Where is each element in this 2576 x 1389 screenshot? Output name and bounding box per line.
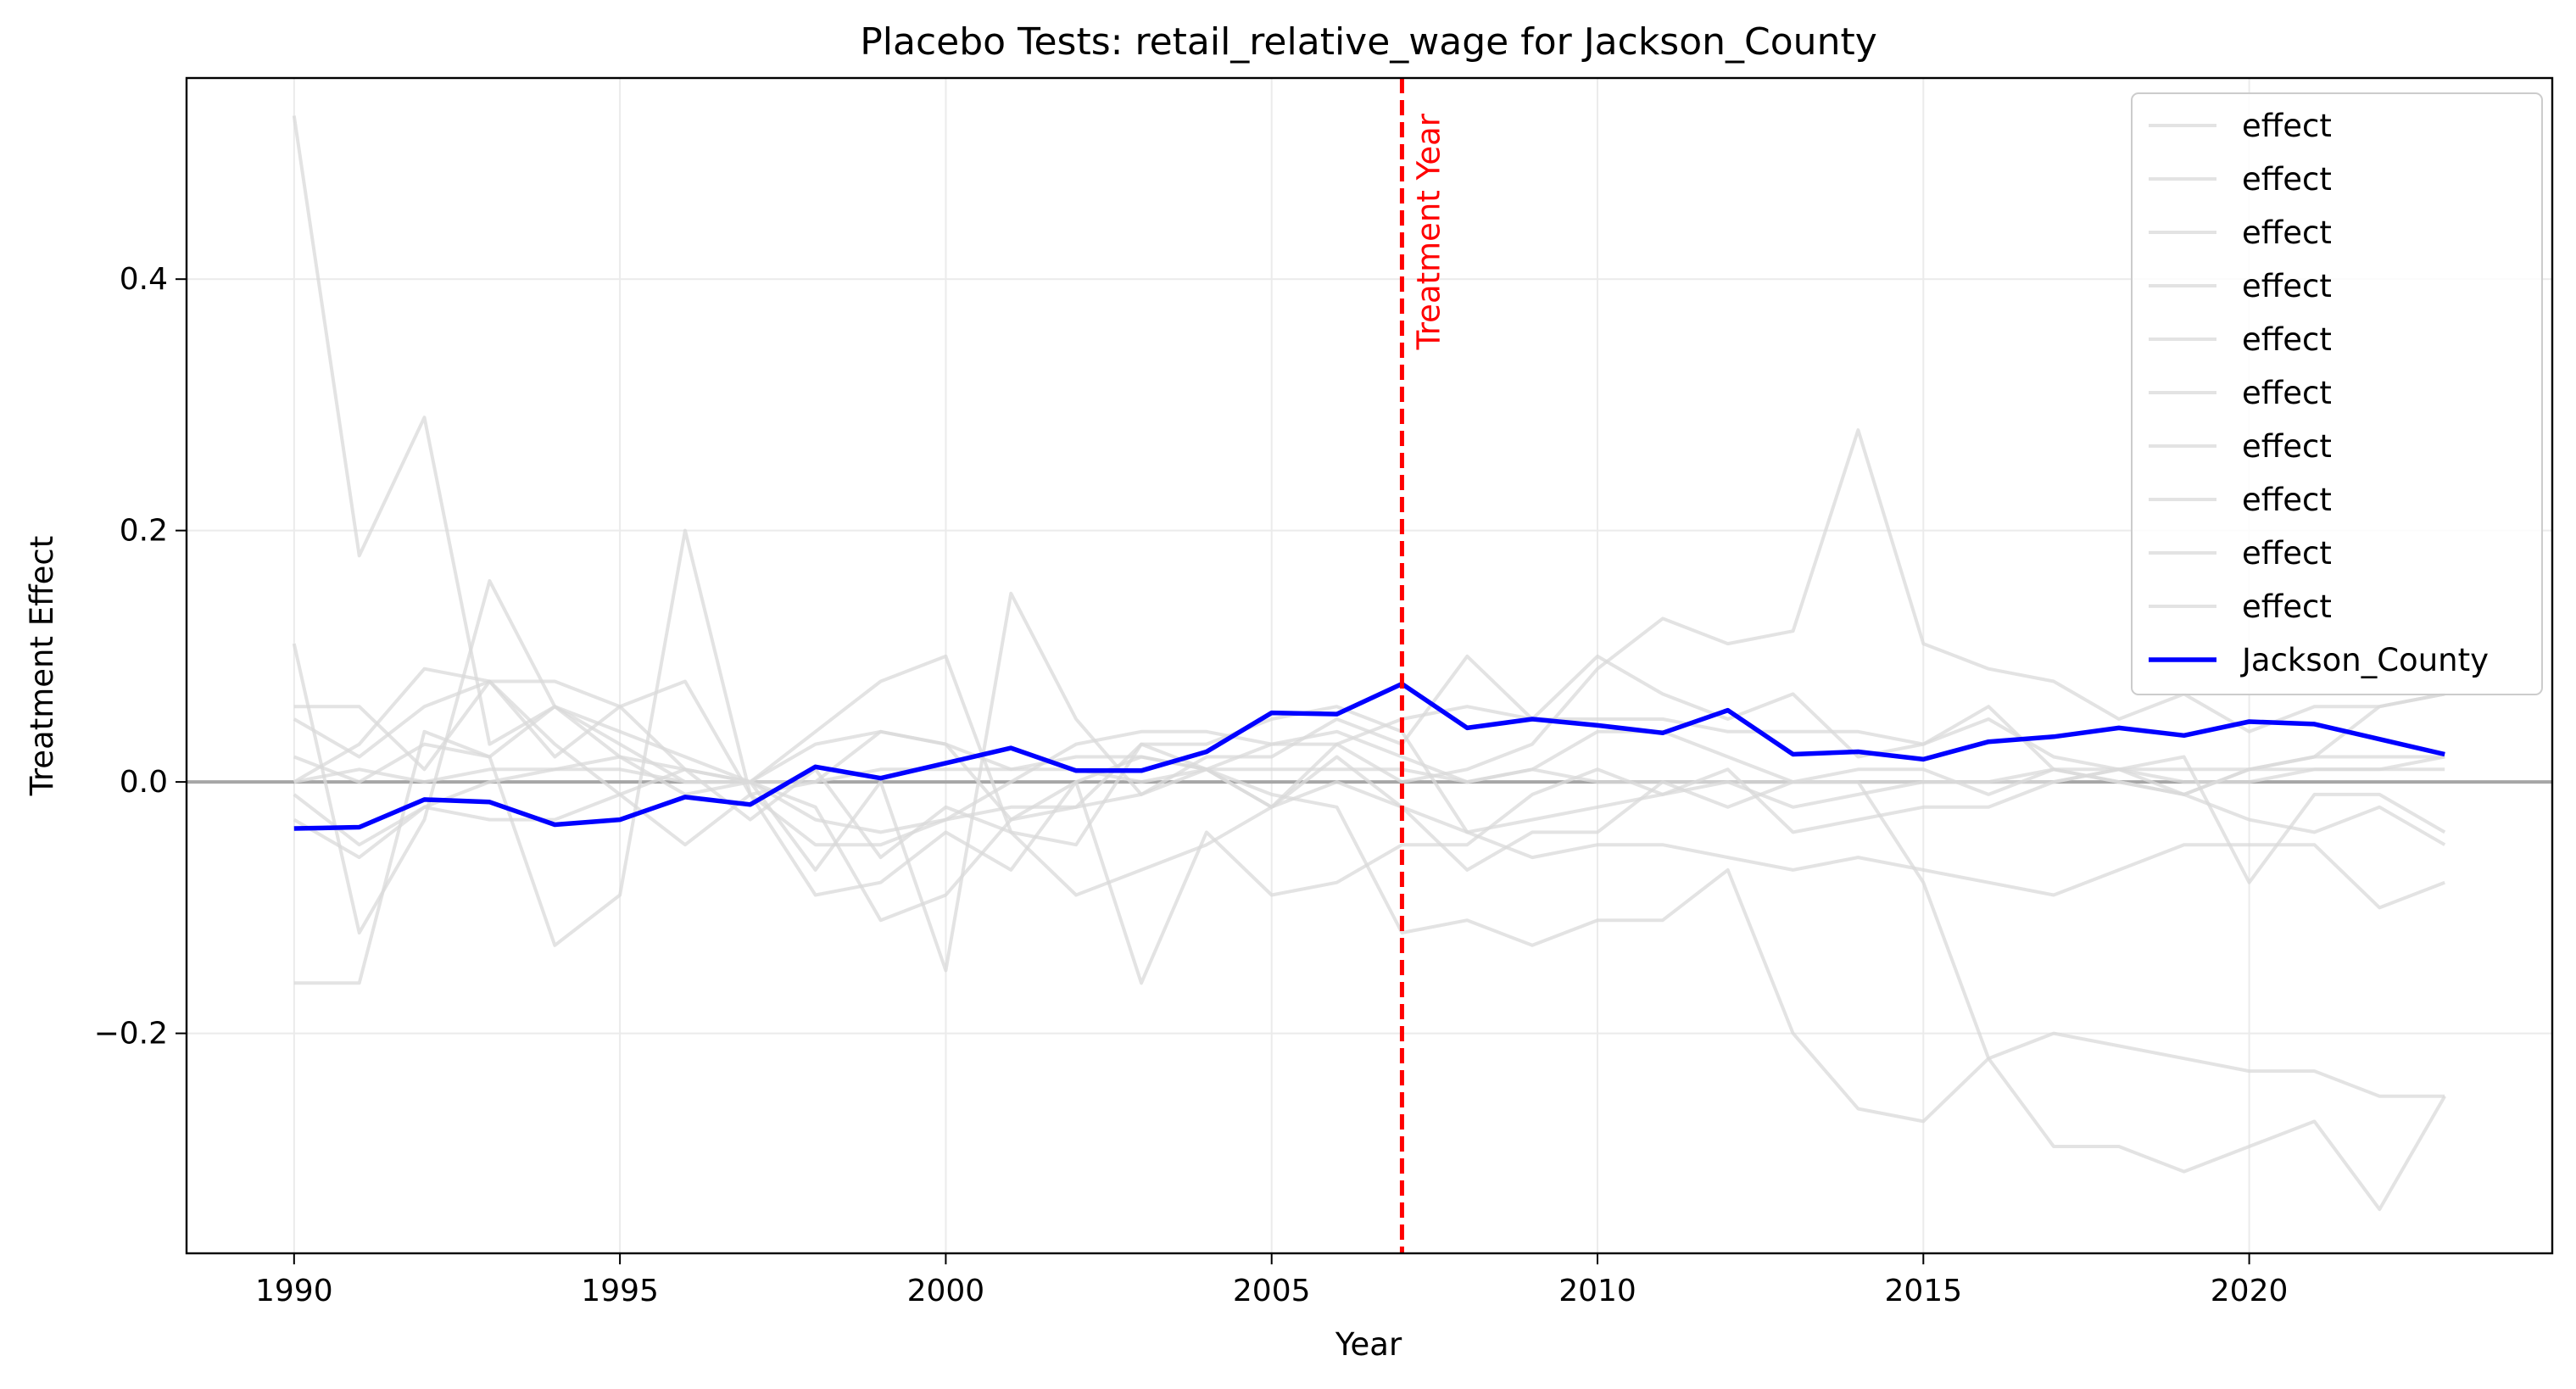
placebo-series-line <box>293 528 2446 1212</box>
legend-label: effect <box>2242 161 2332 198</box>
legend-label: Jackson_County <box>2240 642 2489 678</box>
x-tick-label: 2015 <box>1884 1274 1962 1308</box>
legend-label: effect <box>2242 535 2332 572</box>
placebo-series-line <box>293 767 2446 860</box>
placebo-series-lines <box>292 115 2446 1212</box>
jackson-county-series-line <box>293 681 2445 831</box>
placebo-series-line <box>293 679 2445 822</box>
x-tick-label: 2020 <box>2211 1274 2289 1308</box>
x-axis-label: Year <box>1335 1326 1402 1363</box>
legend-box <box>2131 92 2543 695</box>
legend-label: effect <box>2242 108 2332 144</box>
y-tick-label: 0.0 <box>120 765 168 800</box>
y-tick-label: 0.4 <box>120 262 168 297</box>
y-tick-label: 0.2 <box>120 514 168 549</box>
x-tick-label: 2000 <box>907 1274 985 1308</box>
legend: effect effect effect effect effect effect effe… <box>2131 92 2543 695</box>
placebo-series-line <box>293 705 2445 1098</box>
plot-frame <box>185 76 2554 1255</box>
chart-title: Placebo Tests: retail_relative_wage for … <box>860 20 1877 64</box>
x-tick-label: 2010 <box>1558 1274 1636 1308</box>
placebo-series-line <box>293 428 2445 897</box>
y-tick-label: −0.2 <box>94 1017 168 1052</box>
x-axis-ticks: 1990 1995 2000 2005 2010 2015 2020 <box>255 1253 2288 1308</box>
placebo-series-line <box>293 654 2445 910</box>
legend-label: effect <box>2242 428 2332 465</box>
treated-series-line <box>293 681 2445 831</box>
legend-label: effect <box>2242 375 2332 411</box>
y-axis-label: Treatment Effect <box>24 536 60 797</box>
legend-label: effect <box>2242 215 2332 251</box>
treatment-year-group: Treatment Year <box>1399 78 1447 1253</box>
x-tick-label: 1990 <box>255 1274 333 1308</box>
x-tick-label: 2005 <box>1233 1274 1311 1308</box>
legend-label: effect <box>2242 268 2332 304</box>
legend-label: effect <box>2242 321 2332 358</box>
x-tick-label: 1995 <box>581 1274 659 1308</box>
legend-label: effect <box>2242 482 2332 518</box>
y-axis-ticks: −0.2 0.0 0.2 0.4 <box>94 262 187 1052</box>
treatment-year-label: Treatment Year <box>1410 113 1447 350</box>
legend-label: effect <box>2242 589 2332 625</box>
